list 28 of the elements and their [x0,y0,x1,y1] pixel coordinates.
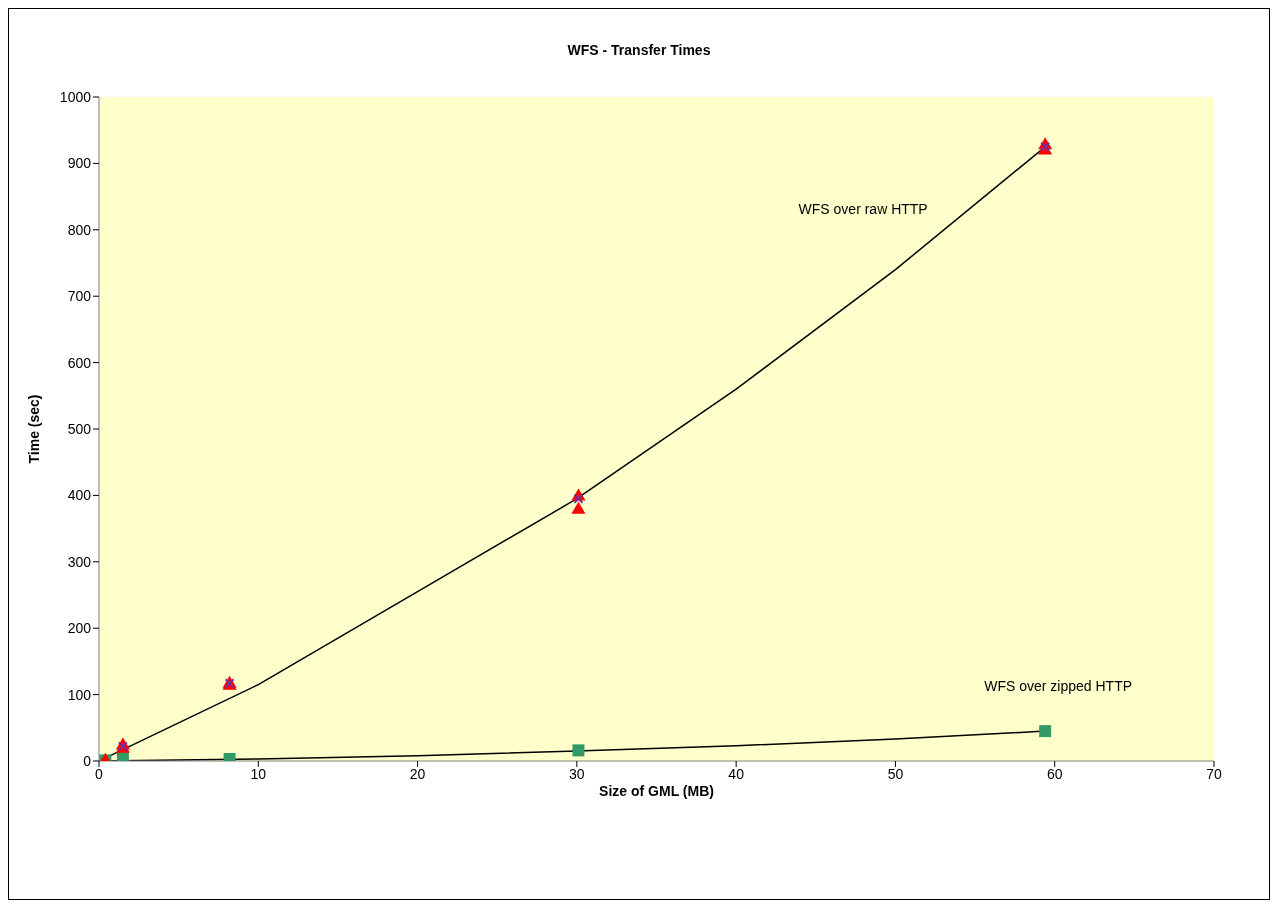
y-tick-label: 700 [67,288,92,305]
y-tick-label: 500 [67,420,92,437]
chart-title: WFS - Transfer Times [566,42,712,58]
x-tick-label: 50 [887,765,904,782]
y-tick-label: 1000 [59,88,92,105]
x-tick-label: 40 [728,765,745,782]
x-tick-label: 20 [409,765,426,782]
y-axis-title: Time (sec) [25,394,42,464]
text: WFS over zipped HTTP [984,678,1133,695]
point [1039,725,1052,738]
x-tick-label: 30 [569,765,585,782]
series-label: WFS over raw HTTP [798,200,928,217]
y-tick-label: 0 [83,752,92,769]
point [573,493,584,504]
x-axis-title: Size of GML (MB) [599,783,714,799]
y-tick-label: 200 [67,620,92,637]
x-tick-label: 10 [250,765,267,782]
y-tick-label: 100 [67,686,92,703]
y-tick-label: 900 [67,155,92,172]
x-tick-label: 70 [1206,765,1222,782]
y-tick-label: 300 [67,553,92,570]
x-tick-label: 0 [95,765,104,782]
y-tick-label: 800 [67,221,92,238]
x-tick-label: 60 [1046,765,1063,782]
y-tick-label: 600 [67,354,92,371]
point [572,744,585,757]
point [571,501,586,514]
y-tick-label: 400 [67,487,92,504]
